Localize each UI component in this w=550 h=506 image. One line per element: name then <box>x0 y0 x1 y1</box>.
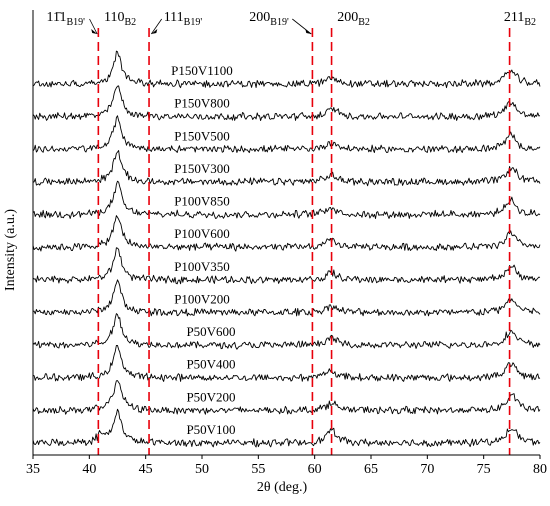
phase-label-1: 11̄1B19' <box>47 10 86 28</box>
series-label-p100v350: P100V350 <box>174 259 230 274</box>
series-label-p150v800: P150V800 <box>174 96 230 111</box>
series-label-group: P150V1100 P150V800 P150V500 P150V300 P100V85… <box>171 63 235 437</box>
trace-p150v1100 <box>32 50 541 89</box>
x-tick-label-40: 40 <box>82 462 96 477</box>
x-tick-label-80: 80 <box>533 462 547 477</box>
phase-label-2: 111B19' <box>164 10 203 28</box>
reference-line-group <box>97 28 511 455</box>
series-label-p50v600: P50V600 <box>186 324 235 339</box>
phase-arrow-1 <box>89 18 98 35</box>
trace-p50v200 <box>32 380 541 415</box>
trace-p150v800 <box>32 85 541 121</box>
series-label-p150v1100: P150V1100 <box>171 63 233 78</box>
x-tick-label-50: 50 <box>195 462 209 477</box>
phase-label-3: 200B19' <box>249 10 289 28</box>
phase-label-110: 110B2 <box>104 10 136 28</box>
phase-arrow-2 <box>150 18 163 35</box>
x-axis-label: 2θ (deg.) <box>257 480 308 495</box>
trace-p100v350 <box>32 247 541 285</box>
series-label-p100v200: P100V200 <box>174 292 230 307</box>
series-label-p50v200: P50V200 <box>186 389 235 404</box>
x-tick-label-45: 45 <box>139 462 153 477</box>
phase-arrowhead-1 <box>91 29 98 34</box>
trace-p150v300 <box>32 150 541 187</box>
trace-p150v500 <box>32 115 541 154</box>
phase-arrowhead-3 <box>305 29 312 34</box>
trace-p50v400 <box>32 344 541 382</box>
x-tick-label-35: 35 <box>26 462 40 477</box>
x-tick-label-65: 65 <box>364 462 378 477</box>
trace-p100v200 <box>32 279 541 317</box>
x-tick-label-55: 55 <box>251 462 265 477</box>
axes-group: 35 40 45 50 55 60 65 70 75 80 <box>26 10 547 477</box>
series-label-p50v100: P50V100 <box>186 422 235 437</box>
x-tick-label-75: 75 <box>477 462 491 477</box>
series-label-p150v300: P150V300 <box>174 161 230 176</box>
y-axis-label: Intensity (a.u.) <box>3 209 18 291</box>
trace-p50v600 <box>32 313 541 350</box>
series-label-p150v500: P150V500 <box>174 128 230 143</box>
x-tick-label-60: 60 <box>308 462 322 477</box>
phase-label-4: 200B2 <box>337 10 370 28</box>
x-tick-label-70: 70 <box>420 462 434 477</box>
series-label-p100v600: P100V600 <box>174 226 230 241</box>
series-label-p100v850: P100V850 <box>174 194 230 209</box>
phase-label-group: 11̄1B19' 111B19' 200B19' 200B2 211B2 110B2 <box>47 10 536 35</box>
trace-p50v100 <box>32 408 541 448</box>
phase-label-5: 211B2 <box>504 10 536 28</box>
trace-p100v850 <box>32 180 541 219</box>
series-label-p50v400: P50V400 <box>186 357 235 372</box>
trace-group <box>32 50 541 448</box>
trace-p100v600 <box>32 215 541 252</box>
phase-arrowhead-2 <box>151 29 158 34</box>
